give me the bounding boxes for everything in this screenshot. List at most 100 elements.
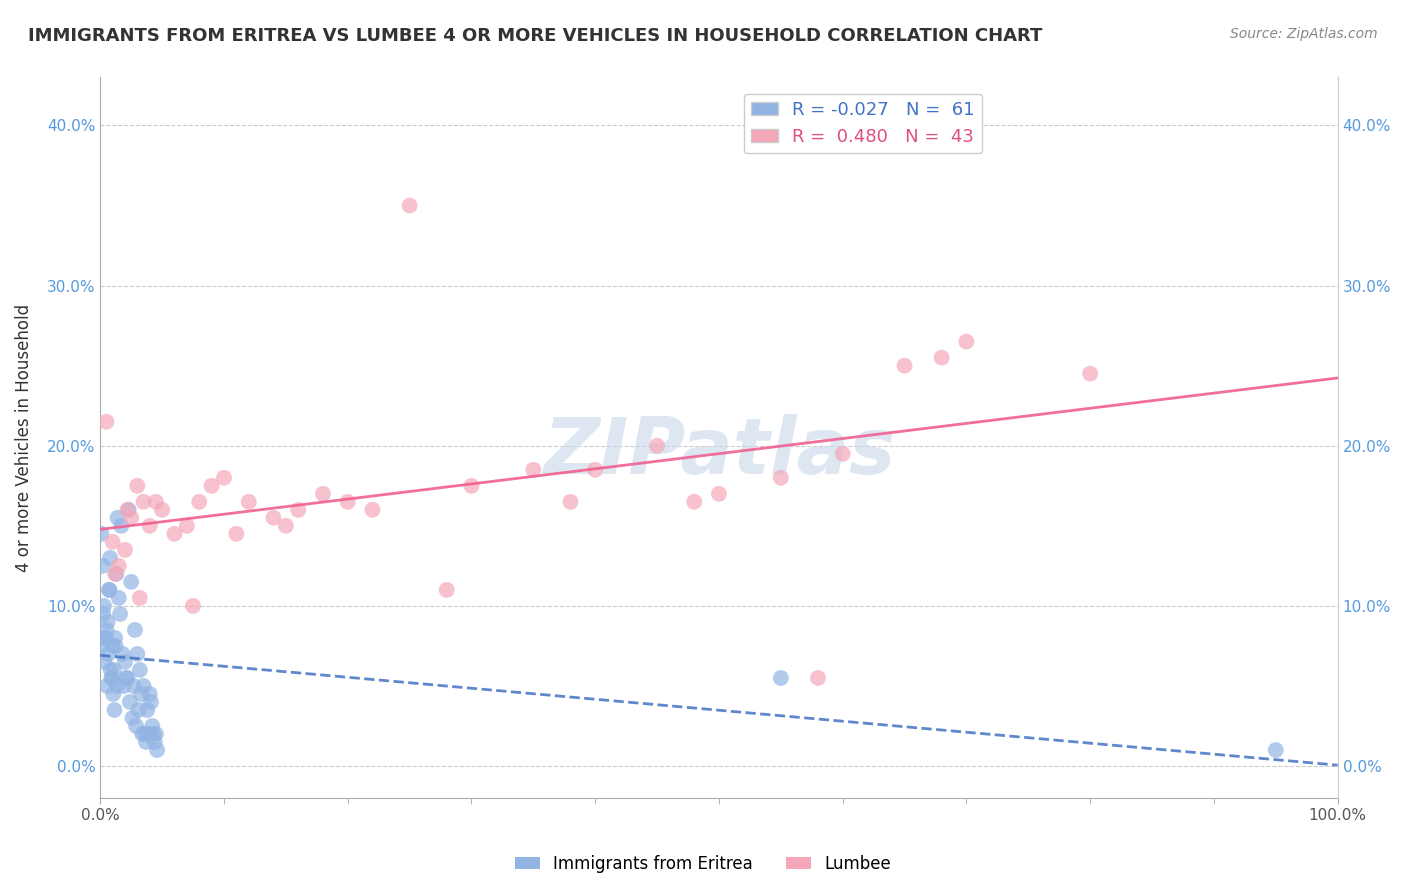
Point	[138, 727, 160, 741]
Point	[91, 558, 114, 573]
Point	[143, 735, 166, 749]
Point	[145, 727, 167, 741]
Point	[117, 671, 139, 685]
Point	[128, 703, 150, 717]
Point	[131, 727, 153, 741]
Point	[583, 463, 606, 477]
Point	[398, 198, 420, 212]
Point	[98, 550, 121, 565]
Point	[112, 679, 135, 693]
Point	[955, 334, 977, 349]
Point	[115, 671, 138, 685]
Point	[104, 631, 127, 645]
Point	[101, 671, 124, 685]
Point	[132, 495, 155, 509]
Point	[893, 359, 915, 373]
Point	[125, 719, 148, 733]
Point	[145, 495, 167, 509]
Point	[103, 663, 125, 677]
Point	[122, 679, 145, 693]
Point	[212, 471, 235, 485]
Legend: Immigrants from Eritrea, Lumbee: Immigrants from Eritrea, Lumbee	[508, 848, 898, 880]
Text: IMMIGRANTS FROM ERITREA VS LUMBEE 4 OR MORE VEHICLES IN HOUSEHOLD CORRELATION CH: IMMIGRANTS FROM ERITREA VS LUMBEE 4 OR M…	[28, 27, 1042, 45]
Point	[1264, 743, 1286, 757]
Point	[128, 591, 150, 605]
Point	[931, 351, 953, 365]
Point	[96, 415, 118, 429]
Point	[263, 511, 285, 525]
Point	[124, 623, 146, 637]
Point	[91, 639, 114, 653]
Y-axis label: 4 or more Vehicles in Household: 4 or more Vehicles in Household	[15, 303, 32, 572]
Point	[118, 503, 141, 517]
Point	[287, 503, 309, 517]
Point	[707, 487, 730, 501]
Point	[361, 503, 384, 517]
Point	[97, 647, 120, 661]
Text: ZIPatlas: ZIPatlas	[543, 414, 896, 491]
Point	[128, 663, 150, 677]
Point	[683, 495, 706, 509]
Point	[96, 679, 118, 693]
Point	[93, 607, 115, 621]
Point	[103, 687, 125, 701]
Point	[181, 599, 204, 613]
Point	[312, 487, 335, 501]
Point	[142, 727, 165, 741]
Point	[108, 607, 131, 621]
Point	[769, 671, 792, 685]
Point	[831, 447, 853, 461]
Point	[108, 591, 131, 605]
Point	[132, 679, 155, 693]
Point	[104, 566, 127, 581]
Point	[100, 671, 122, 685]
Point	[101, 534, 124, 549]
Point	[103, 703, 125, 717]
Point	[460, 479, 482, 493]
Point	[104, 639, 127, 653]
Point	[225, 526, 247, 541]
Point	[114, 655, 136, 669]
Point	[139, 695, 162, 709]
Point	[107, 511, 129, 525]
Point	[121, 711, 143, 725]
Point	[120, 511, 142, 525]
Point	[201, 479, 224, 493]
Point	[114, 542, 136, 557]
Point	[97, 582, 120, 597]
Point	[163, 526, 186, 541]
Point	[127, 647, 149, 661]
Point	[101, 639, 124, 653]
Point	[135, 735, 157, 749]
Point	[94, 631, 117, 645]
Point	[120, 574, 142, 589]
Point	[108, 558, 131, 573]
Point	[127, 479, 149, 493]
Point	[96, 623, 118, 637]
Point	[93, 655, 115, 669]
Point	[90, 526, 112, 541]
Point	[769, 471, 792, 485]
Legend: R = -0.027   N =  61, R =  0.480   N =  43: R = -0.027 N = 61, R = 0.480 N = 43	[744, 94, 983, 153]
Point	[436, 582, 458, 597]
Point	[188, 495, 211, 509]
Point	[118, 695, 141, 709]
Point	[139, 518, 162, 533]
Point	[105, 679, 128, 693]
Point	[117, 503, 139, 517]
Point	[93, 599, 115, 613]
Point	[136, 703, 159, 717]
Point	[645, 439, 668, 453]
Point	[336, 495, 359, 509]
Point	[94, 631, 117, 645]
Point	[110, 518, 132, 533]
Point	[111, 647, 134, 661]
Point	[134, 727, 156, 741]
Point	[105, 566, 128, 581]
Point	[129, 687, 152, 701]
Point	[274, 518, 297, 533]
Point	[98, 582, 121, 597]
Point	[139, 687, 162, 701]
Point	[141, 719, 163, 733]
Point	[176, 518, 198, 533]
